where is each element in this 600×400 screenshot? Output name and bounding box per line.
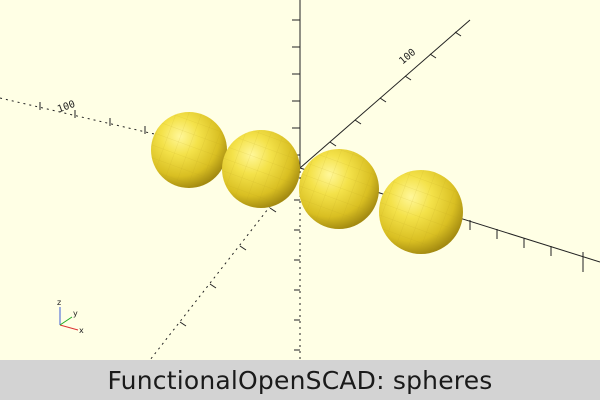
gizmo-x-label: x xyxy=(79,326,84,335)
sphere-4 xyxy=(379,170,463,254)
orientation-gizmo: z x y xyxy=(57,298,84,335)
sphere-2 xyxy=(222,130,300,208)
z-axis xyxy=(292,0,301,360)
y-axis xyxy=(149,19,471,360)
sphere-group xyxy=(151,112,463,254)
y-axis-label: 100 xyxy=(397,47,418,67)
gizmo-z-label: z xyxy=(57,298,61,307)
sphere-1 xyxy=(151,112,227,188)
caption-title: FunctionalOpenSCAD: spheres xyxy=(107,365,493,395)
scene-canvas[interactable]: 100 100 xyxy=(0,0,600,360)
x-axis-label: 100 xyxy=(56,99,77,116)
3d-viewport[interactable]: 100 100 xyxy=(0,0,600,360)
caption-bar: FunctionalOpenSCAD: spheres xyxy=(0,360,600,400)
sphere-3 xyxy=(299,149,379,229)
gizmo-y-label: y xyxy=(73,309,78,318)
